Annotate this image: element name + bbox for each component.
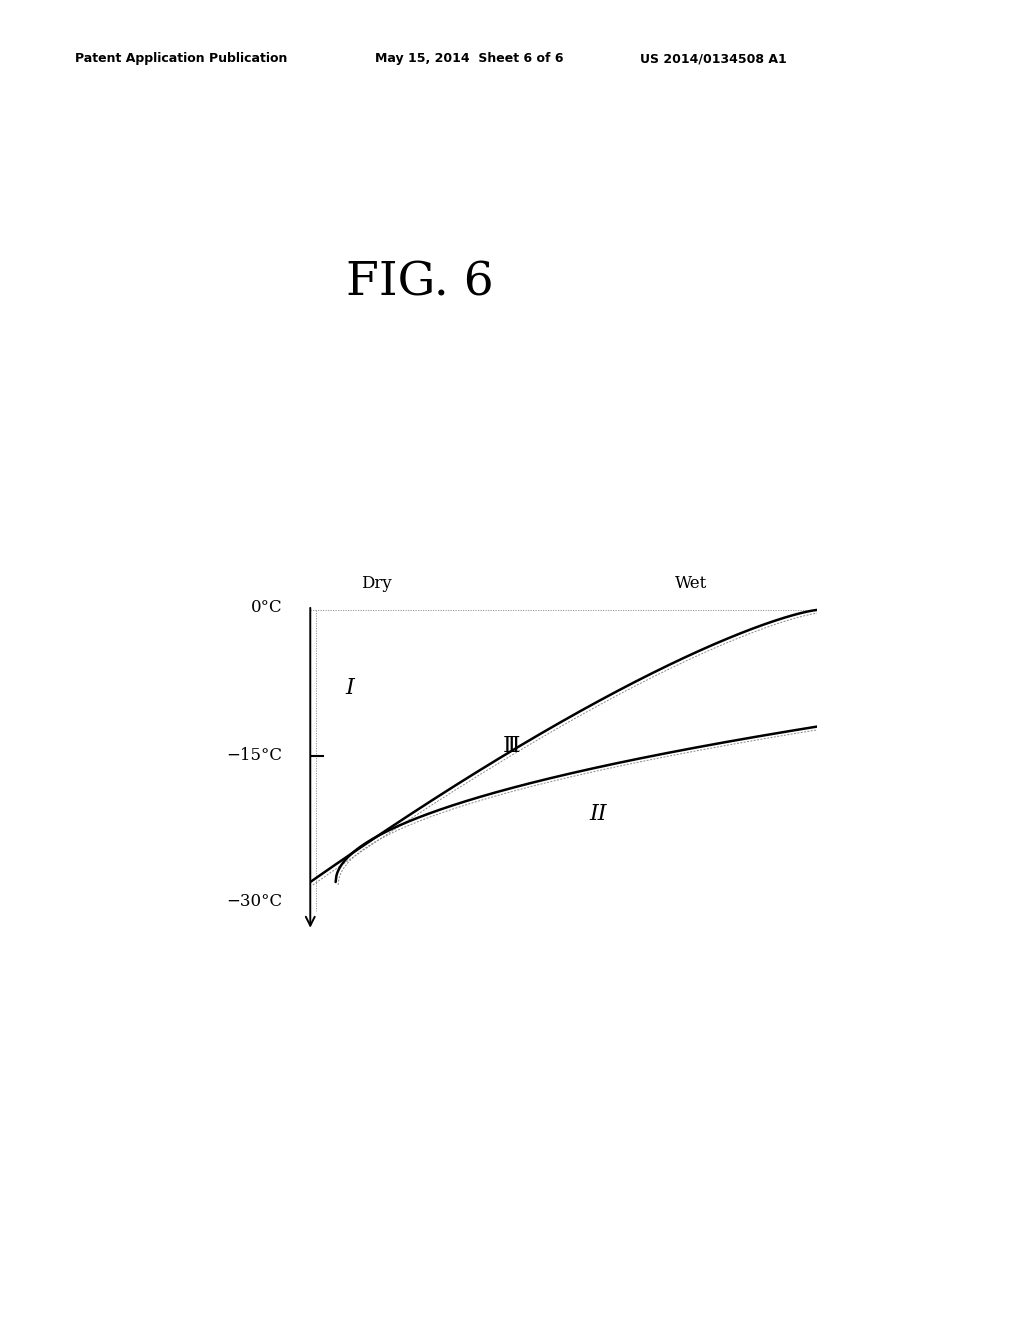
Text: Wet: Wet (675, 576, 708, 593)
Text: −15°C: −15°C (226, 747, 283, 764)
Text: II: II (589, 803, 606, 825)
Text: Dry: Dry (360, 576, 392, 593)
Text: −30°C: −30°C (226, 892, 283, 909)
Text: Ⅲ: Ⅲ (503, 735, 520, 756)
Text: May 15, 2014  Sheet 6 of 6: May 15, 2014 Sheet 6 of 6 (375, 51, 563, 65)
Text: US 2014/0134508 A1: US 2014/0134508 A1 (640, 51, 786, 65)
Text: Patent Application Publication: Patent Application Publication (75, 51, 288, 65)
Text: I: I (346, 677, 354, 698)
Text: FIG. 6: FIG. 6 (346, 260, 494, 305)
Text: 0°C: 0°C (251, 598, 283, 615)
